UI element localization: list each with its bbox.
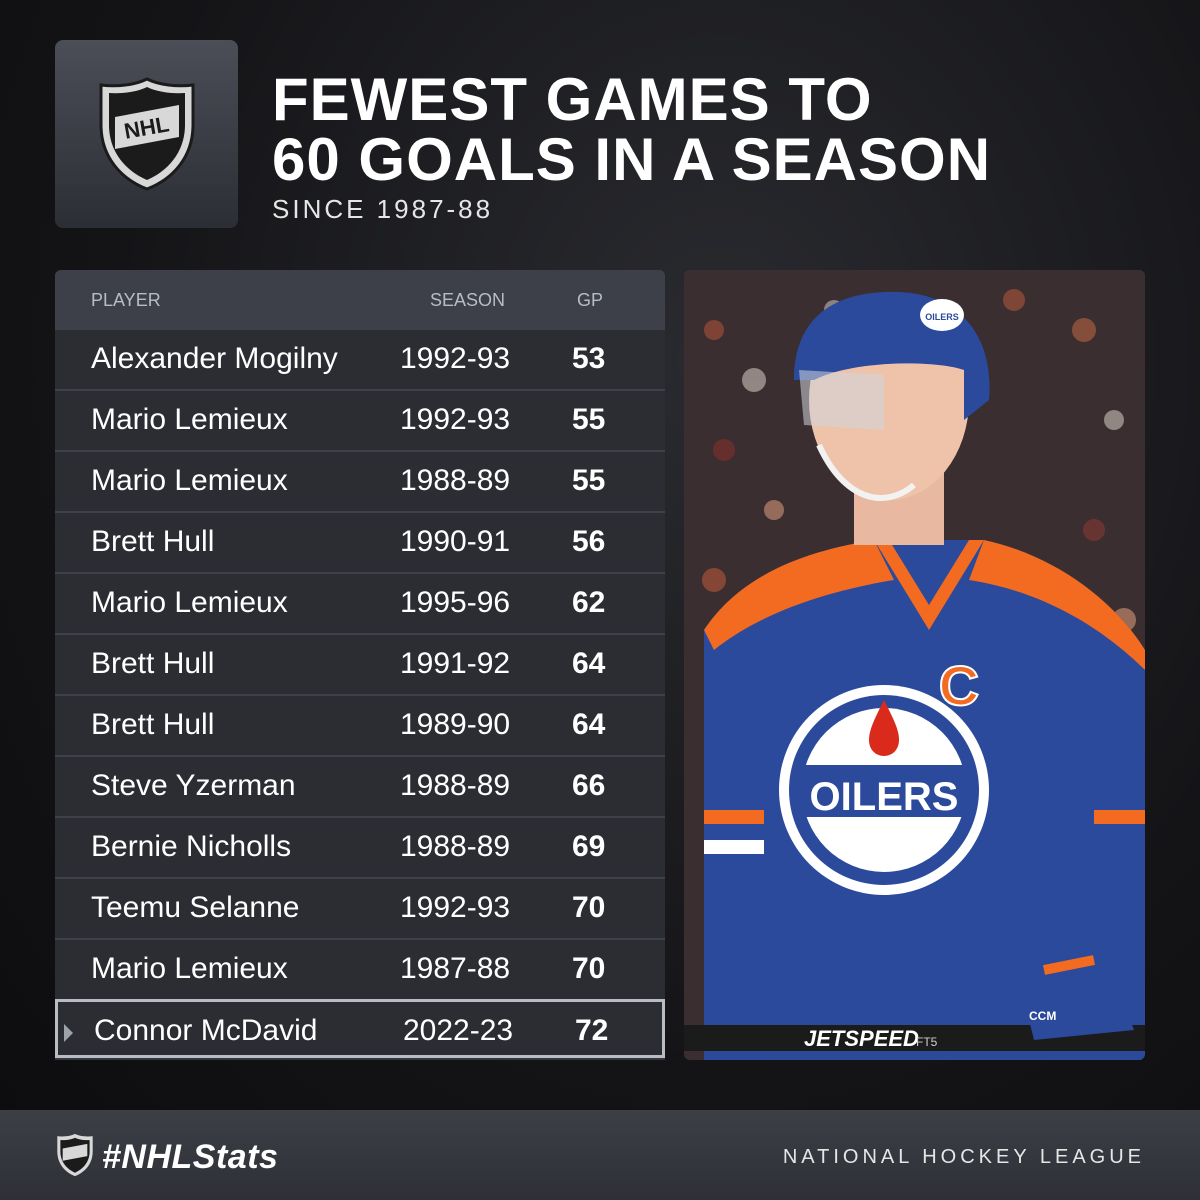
table-row: Alexander Mogilny 1992-93 53 [55,328,665,389]
cell-player: Mario Lemieux [91,403,288,436]
table-row-highlighted: Connor McDavid 2022-23 72 [55,999,665,1058]
captain-letter: C [939,654,979,717]
highlight-marker-icon [64,1024,73,1042]
cell-gp: 72 [575,1014,609,1047]
table-row: Bernie Nicholls 1988-89 69 [55,816,665,877]
cell-gp: 55 [572,464,606,497]
table-row: Mario Lemieux 1992-93 55 [55,389,665,450]
cell-gp: 55 [572,403,606,436]
cell-season: 1988-89 [400,769,511,802]
cell-player: Bernie Nicholls [91,830,292,863]
column-header-gp: GP [577,290,604,310]
cell-player: Brett Hull [91,708,215,741]
cell-gp: 64 [572,647,606,680]
table-header: PLAYER SEASON GP [55,270,665,328]
table-row: Steve Yzerman 1988-89 66 [55,755,665,816]
cell-gp: 56 [572,525,606,558]
cell-season: 1988-89 [400,830,511,863]
footer-league-name: NATIONAL HOCKEY LEAGUE [782,1146,1145,1168]
cell-season: 1987-88 [400,952,511,985]
cell-player: Alexander Mogilny [91,342,338,375]
nhl-logo-box: NHL [55,40,238,228]
page-subtitle: SINCE 1987-88 [272,194,494,224]
page-title-line1: FEWEST GAMES TO [272,66,873,133]
cell-season: 1991-92 [400,647,511,680]
cell-season: 1992-93 [400,403,511,436]
cell-player: Brett Hull [91,525,215,558]
cell-season: 1989-90 [400,708,511,741]
table-row: Mario Lemieux 1988-89 55 [55,450,665,511]
cell-gp: 53 [572,342,606,375]
player-photo: OILERS C OILERS JETSPEED FT5 CCM [684,270,1145,1060]
footer-hashtag: #NHLStats [102,1138,279,1176]
table-row: Brett Hull 1991-92 64 [55,633,665,694]
footer: #NHLStats NATIONAL HOCKEY LEAGUE [0,1110,1200,1200]
cell-season: 1995-96 [400,586,511,619]
cell-season: 1990-91 [400,525,511,558]
jersey-text: OILERS [810,775,959,819]
cell-season: 1992-93 [400,891,511,924]
cell-player: Mario Lemieux [91,586,288,619]
cell-player: Teemu Selanne [91,891,300,924]
cell-season: 1992-93 [400,342,511,375]
cell-player: Brett Hull [91,647,215,680]
table-row: Teemu Selanne 1992-93 70 [55,877,665,938]
table-row: Brett Hull 1989-90 64 [55,694,665,755]
cell-gp: 69 [572,830,606,863]
helmet-text: OILERS [925,312,959,322]
column-header-season: SEASON [430,290,506,310]
cell-gp: 70 [572,891,606,924]
column-header-player: PLAYER [91,290,161,310]
table-row: Mario Lemieux 1995-96 62 [55,572,665,633]
cell-gp: 70 [572,952,606,985]
nhl-shield-icon: NHL [99,77,194,191]
cell-gp: 66 [572,769,606,802]
cell-season: 1988-89 [400,464,511,497]
table-row: Mario Lemieux 1987-88 70 [55,938,665,999]
stick-subtext: FT5 [916,1035,938,1049]
table-row: Brett Hull 1990-91 56 [55,511,665,572]
cell-gp: 64 [572,708,606,741]
cell-player: Steve Yzerman [91,769,296,802]
cell-player: Mario Lemieux [91,952,288,985]
player-illustration: OILERS C OILERS JETSPEED FT5 CCM [684,270,1145,1060]
stick-text: JETSPEED [804,1026,919,1051]
glove-text: CCM [1029,1009,1056,1023]
cell-player: Mario Lemieux [91,464,288,497]
stats-table: PLAYER SEASON GP Alexander Mogilny 1992-9… [55,270,665,1060]
page-title-line2: 60 GOALS IN A SEASON [272,126,992,193]
cell-gp: 62 [572,586,606,619]
cell-season: 2022-23 [403,1014,514,1047]
cell-player: Connor McDavid [94,1014,318,1047]
nhl-footer-icon [57,1133,93,1177]
